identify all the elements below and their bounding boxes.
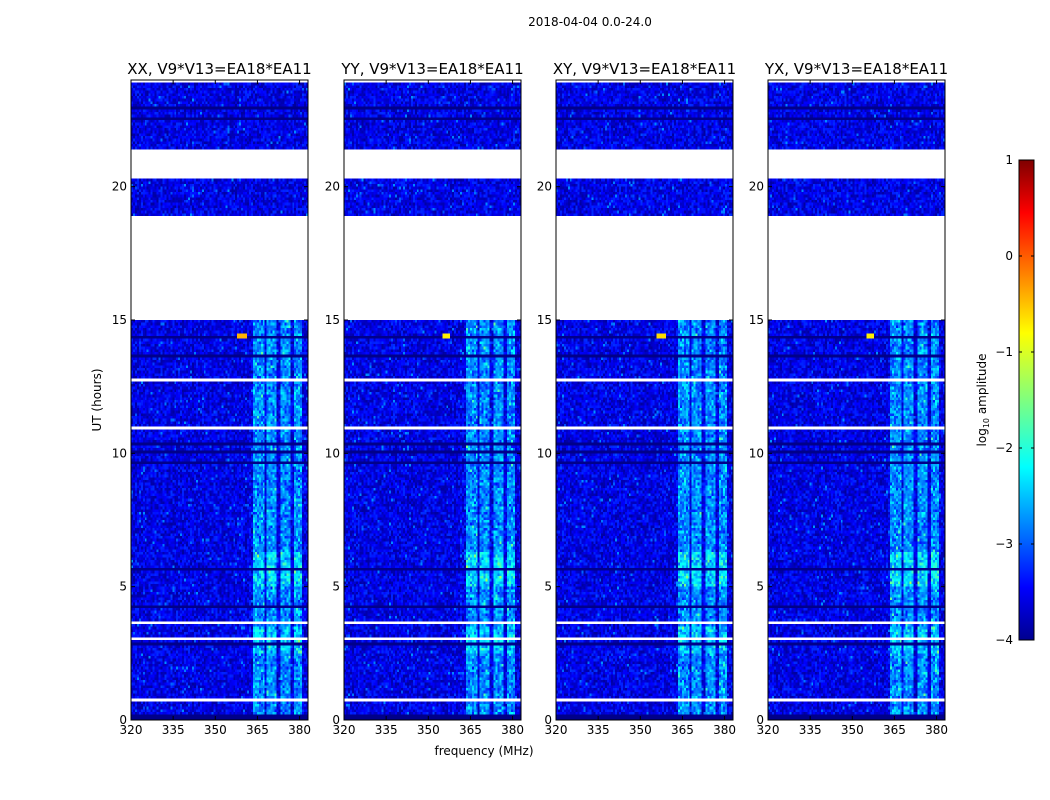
figure-ylabel: UT (hours) bbox=[90, 368, 104, 431]
x-tick-label: 365 bbox=[459, 723, 482, 737]
panel-1-heatmap bbox=[131, 80, 308, 720]
panel-2-frame bbox=[343, 79, 522, 721]
y-tick-label: 0 bbox=[119, 713, 127, 727]
y-tick-label: 5 bbox=[119, 580, 127, 594]
y-tick-label: 5 bbox=[756, 580, 764, 594]
colorbar: 1 0 −1 −2 −3 −4 log10 amplitude bbox=[975, 153, 1035, 647]
x-tick-label: 350 bbox=[841, 723, 864, 737]
x-tick-label: 335 bbox=[162, 723, 185, 737]
x-tick-label: 350 bbox=[629, 723, 652, 737]
y-tick-label: 10 bbox=[112, 446, 127, 460]
panel-4-heatmap bbox=[768, 80, 945, 720]
y-tick-label: 20 bbox=[325, 180, 340, 194]
panels: XX, V9*V13=EA18*EA11 320 335 350 365 380 0 5 10 1… bbox=[112, 60, 948, 737]
x-tick-label: 350 bbox=[417, 723, 440, 737]
panel-3: XY, V9*V13=EA18*EA11 320 335 350 365 380 0 5 10 1… bbox=[537, 60, 736, 737]
colorbar-tick-label: −1 bbox=[995, 345, 1013, 359]
y-tick-label: 10 bbox=[749, 446, 764, 460]
y-tick-label: 15 bbox=[325, 313, 340, 327]
colorbar-tick-label: −3 bbox=[995, 537, 1013, 551]
y-tick-label: 15 bbox=[112, 313, 127, 327]
x-tick-label: 320 bbox=[120, 723, 143, 737]
x-tick-label: 320 bbox=[333, 723, 356, 737]
panel-2-heatmap bbox=[344, 80, 521, 720]
colorbar-ticks: 1 0 −1 −2 −3 −4 bbox=[995, 153, 1034, 647]
x-tick-label: 365 bbox=[246, 723, 269, 737]
x-tick-label: 380 bbox=[925, 723, 948, 737]
panel-2: YY, V9*V13=EA18*EA11 320 335 350 365 380 0 5 10 1… bbox=[325, 60, 524, 737]
colorbar-tick-label: 0 bbox=[1005, 249, 1013, 263]
panel-1: XX, V9*V13=EA18*EA11 320 335 350 365 380 0 5 10 1… bbox=[112, 60, 312, 737]
colorbar-gradient bbox=[1018, 159, 1035, 641]
colorbar-label: log10 amplitude bbox=[975, 354, 991, 447]
x-tick-label: 380 bbox=[501, 723, 524, 737]
x-tick-label: 365 bbox=[883, 723, 906, 737]
y-tick-label: 0 bbox=[332, 713, 340, 727]
y-tick-label: 20 bbox=[537, 180, 552, 194]
x-tick-label: 365 bbox=[671, 723, 694, 737]
y-tick-label: 5 bbox=[332, 580, 340, 594]
x-tick-label: 380 bbox=[288, 723, 311, 737]
x-tick-label: 335 bbox=[799, 723, 822, 737]
panel-4-title: YX, V9*V13=EA18*EA11 bbox=[764, 60, 948, 78]
y-tick-label: 10 bbox=[537, 446, 552, 460]
figure-xlabel: frequency (MHz) bbox=[434, 744, 533, 758]
panel-3-frame bbox=[555, 79, 734, 721]
y-tick-label: 0 bbox=[544, 713, 552, 727]
x-tick-label: 320 bbox=[545, 723, 568, 737]
x-tick-label: 380 bbox=[713, 723, 736, 737]
x-tick-label: 350 bbox=[204, 723, 227, 737]
y-tick-label: 5 bbox=[544, 580, 552, 594]
colorbar-tick-label: −4 bbox=[995, 633, 1013, 647]
x-tick-label: 320 bbox=[757, 723, 780, 737]
panel-3-title: XY, V9*V13=EA18*EA11 bbox=[553, 60, 736, 78]
x-tick-label: 335 bbox=[587, 723, 610, 737]
colorbar-tick-label: −2 bbox=[995, 441, 1013, 455]
panel-1-frame bbox=[130, 79, 309, 721]
y-tick-label: 0 bbox=[756, 713, 764, 727]
colorbar-tick-label: 1 bbox=[1005, 153, 1013, 167]
panel-2-title: YY, V9*V13=EA18*EA11 bbox=[340, 60, 523, 78]
y-tick-label: 20 bbox=[749, 180, 764, 194]
y-tick-label: 20 bbox=[112, 180, 127, 194]
panel-1-title: XX, V9*V13=EA18*EA11 bbox=[127, 60, 311, 78]
y-tick-label: 10 bbox=[325, 446, 340, 460]
y-tick-label: 15 bbox=[749, 313, 764, 327]
x-tick-label: 335 bbox=[375, 723, 398, 737]
panel-4: YX, V9*V13=EA18*EA11 320 335 350 365 380 0 5 10 1… bbox=[749, 60, 948, 737]
panel-4-frame bbox=[767, 79, 946, 721]
panel-3-heatmap bbox=[556, 80, 733, 720]
figure-suptitle: 2018-04-04 0.0-24.0 bbox=[528, 15, 652, 29]
y-tick-label: 15 bbox=[537, 313, 552, 327]
